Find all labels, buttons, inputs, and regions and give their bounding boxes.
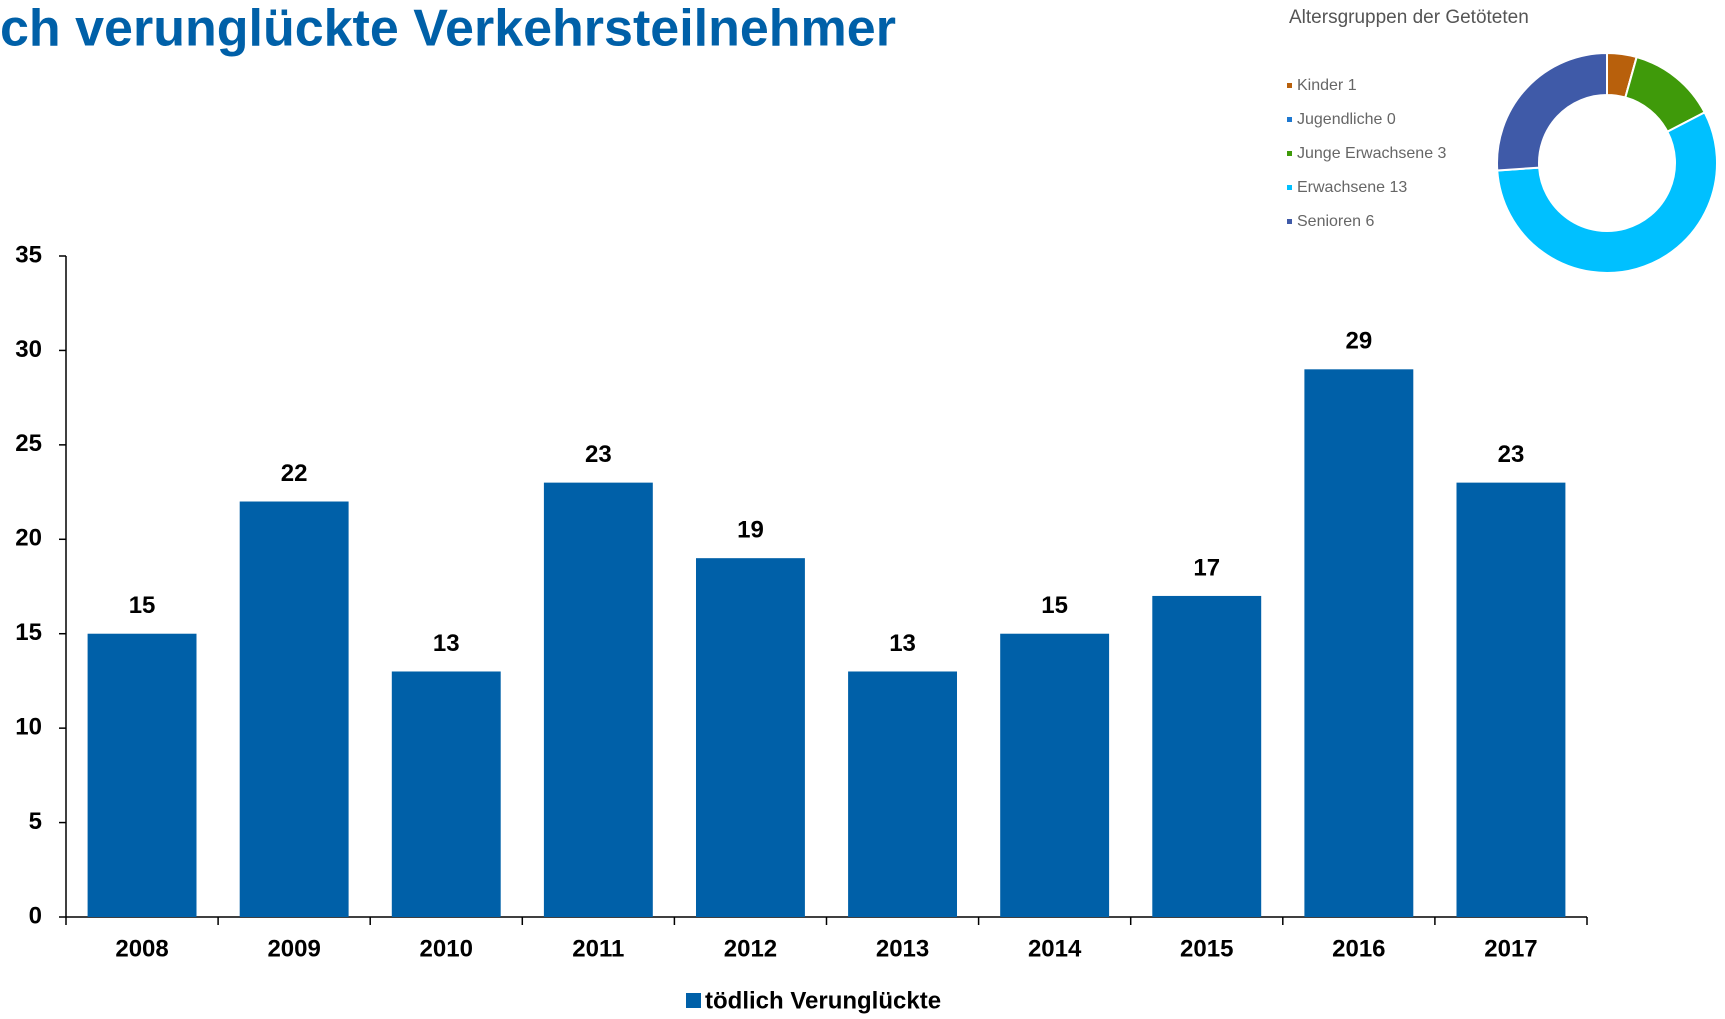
legend-label: Erwachsene 13 (1297, 179, 1407, 196)
x-tick-label: 2008 (115, 935, 168, 962)
legend-swatch (686, 993, 701, 1008)
y-tick-label: 30 (15, 336, 42, 363)
legend-label: Jugendliche 0 (1297, 111, 1396, 128)
x-tick-label: 2009 (267, 935, 320, 962)
legend-swatch (1287, 83, 1292, 88)
legend-swatch (1287, 219, 1292, 224)
value-label: 15 (129, 592, 156, 619)
bar (1152, 595, 1262, 917)
x-tick-label: 2017 (1484, 935, 1537, 962)
y-tick-label: 5 (29, 808, 42, 835)
legend-label: Junge Erwachsene 3 (1297, 145, 1447, 162)
value-label: 29 (1345, 328, 1372, 355)
value-label: 23 (1498, 441, 1525, 468)
x-tick-label: 2015 (1180, 935, 1233, 962)
bar (1304, 369, 1414, 917)
bar (391, 671, 501, 917)
legend-label: tödlich Verunglückte (705, 987, 941, 1014)
bar (1456, 482, 1566, 917)
x-tick-label: 2014 (1028, 935, 1082, 962)
value-label: 19 (737, 517, 764, 544)
y-tick-label: 0 (29, 902, 42, 929)
x-tick-label: 2011 (572, 935, 624, 962)
legend-value: 13 (1390, 179, 1408, 196)
legend-value: 1 (1348, 77, 1357, 94)
value-label: 13 (433, 630, 460, 657)
x-tick-label: 2012 (724, 935, 777, 962)
legend-value: 0 (1387, 111, 1396, 128)
bar (1000, 633, 1110, 917)
chart-title: ch verunglückte Verkehrsteilnehmer (0, 0, 896, 58)
donut-slice (1496, 111, 1719, 275)
x-tick-label: 2016 (1332, 935, 1385, 962)
bar (87, 633, 197, 917)
x-tick-label: 2013 (876, 935, 929, 962)
y-tick-label: 10 (15, 713, 42, 740)
legend-category: Senioren (1297, 213, 1361, 230)
bar (695, 558, 805, 917)
legend-value: 6 (1366, 213, 1375, 230)
legend-category: Kinder (1297, 77, 1344, 94)
legend-label: Kinder 1 (1297, 77, 1357, 94)
donut-title: Altersgruppen der Getöteten (1289, 7, 1529, 28)
y-tick-label: 35 (15, 241, 42, 268)
bar (239, 501, 349, 917)
bar (543, 482, 653, 917)
legend-swatch (1287, 117, 1292, 122)
legend-value: 3 (1438, 145, 1447, 162)
y-tick-label: 25 (15, 430, 42, 457)
legend-label: Senioren 6 (1297, 213, 1375, 230)
legend-swatch (1287, 151, 1292, 156)
x-tick-label: 2010 (420, 935, 473, 962)
legend-category: Erwachsene (1297, 179, 1385, 196)
value-label: 17 (1193, 554, 1220, 581)
y-tick-label: 20 (15, 525, 42, 552)
y-tick-label: 15 (15, 619, 42, 646)
value-label: 22 (281, 460, 308, 487)
legend-category: Jugendliche (1297, 111, 1383, 128)
value-label: 13 (889, 630, 916, 657)
bar (848, 671, 958, 917)
legend-swatch (1287, 185, 1292, 190)
value-label: 23 (585, 441, 612, 468)
donut-slice (1496, 51, 1608, 172)
legend-category: Junge Erwachsene (1297, 145, 1433, 162)
value-label: 15 (1041, 592, 1068, 619)
